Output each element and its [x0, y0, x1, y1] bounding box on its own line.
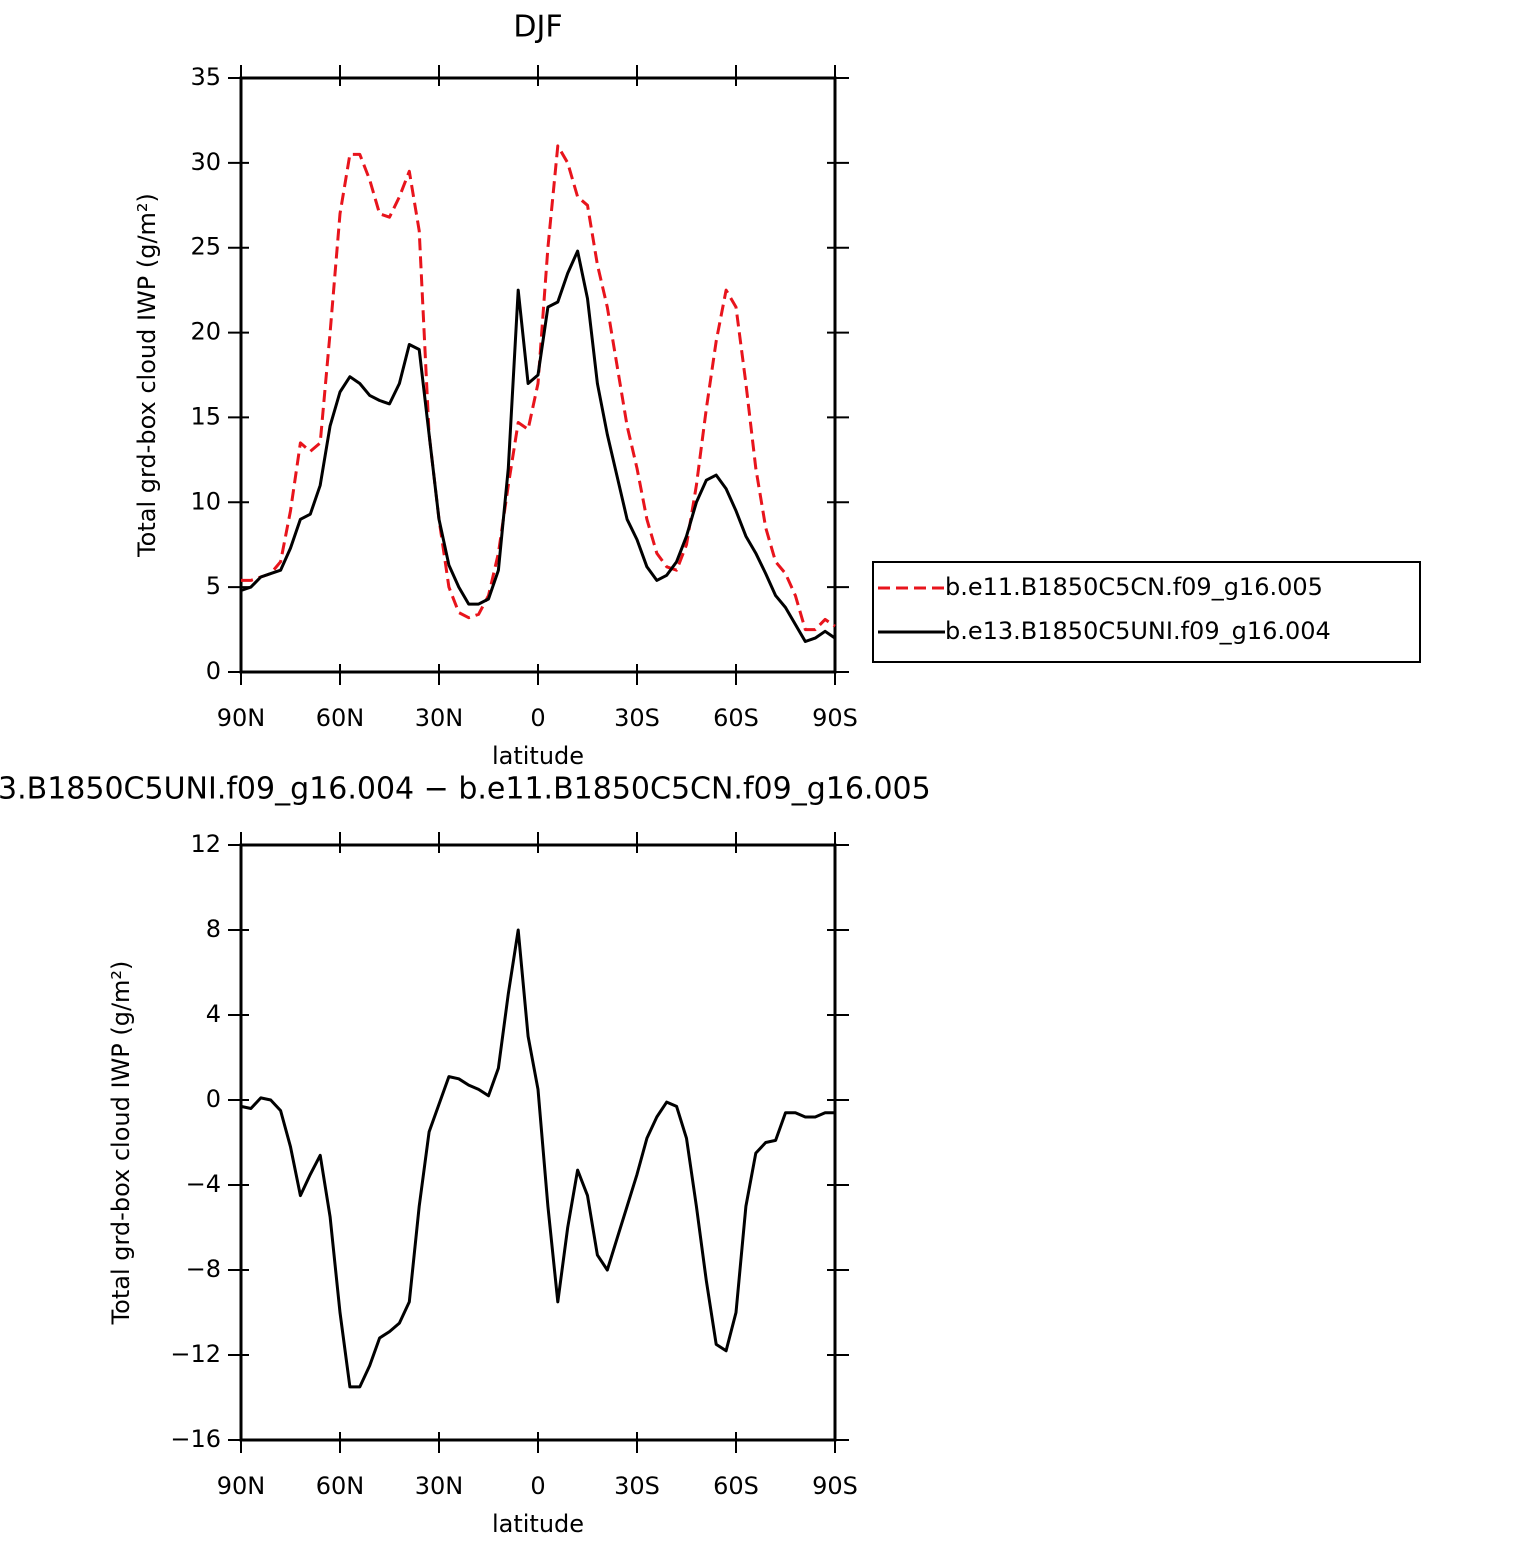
- legend-label: b.e13.B1850C5UNI.f09_g16.004: [945, 617, 1331, 645]
- x-tick-label: 60N: [316, 704, 365, 732]
- y-tick-label: −16: [170, 1425, 221, 1453]
- x-axis-label: latitude: [492, 742, 584, 770]
- y-tick-label: 20: [190, 318, 221, 346]
- legend-label: b.e11.B1850C5CN.f09_g16.005: [945, 573, 1323, 601]
- y-tick-label: 10: [190, 487, 221, 515]
- x-tick-label: 30N: [415, 704, 464, 732]
- legend-box: [872, 561, 1421, 663]
- x-tick-label: 60S: [713, 704, 759, 732]
- y-tick-label: 35: [190, 63, 221, 91]
- x-tick-label: 90N: [217, 704, 266, 732]
- plot-frame: [239, 843, 837, 1442]
- x-tick-label: 60N: [316, 1472, 365, 1500]
- y-tick-label: −8: [186, 1255, 221, 1283]
- y-axis-label: Total grd-box cloud IWP (g/m²): [107, 961, 135, 1326]
- x-tick-label: 30N: [415, 1472, 464, 1500]
- y-tick-label: 4: [206, 1000, 221, 1028]
- y-tick-label: 8: [206, 915, 221, 943]
- x-tick-label: 90N: [217, 1472, 266, 1500]
- y-tick-label: −12: [170, 1340, 221, 1368]
- x-tick-label: 30S: [614, 1472, 660, 1500]
- x-tick-label: 0: [530, 704, 545, 732]
- y-tick-label: −4: [186, 1170, 221, 1198]
- y-tick-label: 30: [190, 148, 221, 176]
- y-tick-label: 15: [190, 402, 221, 430]
- data-line: [241, 144, 836, 632]
- x-tick-label: 90S: [812, 1472, 858, 1500]
- x-axis-label: latitude: [492, 1510, 584, 1538]
- y-tick-label: 5: [206, 572, 221, 600]
- chart-title: DJF: [513, 10, 562, 45]
- data-line: [240, 928, 835, 1389]
- y-axis-label: Total grd-box cloud IWP (g/m²): [133, 193, 161, 558]
- y-tick-label: 0: [206, 1085, 221, 1113]
- x-tick-label: 0: [530, 1472, 545, 1500]
- y-tick-label: 0: [206, 657, 221, 685]
- chart-title: 3.B1850C5UNI.f09_g16.004 − b.e11.B1850C5…: [0, 772, 931, 807]
- x-tick-label: 30S: [614, 704, 660, 732]
- data-line: [240, 249, 836, 643]
- y-tick-label: 12: [190, 830, 221, 858]
- x-tick-label: 60S: [713, 1472, 759, 1500]
- x-tick-label: 90S: [812, 704, 858, 732]
- y-tick-label: 25: [190, 233, 221, 261]
